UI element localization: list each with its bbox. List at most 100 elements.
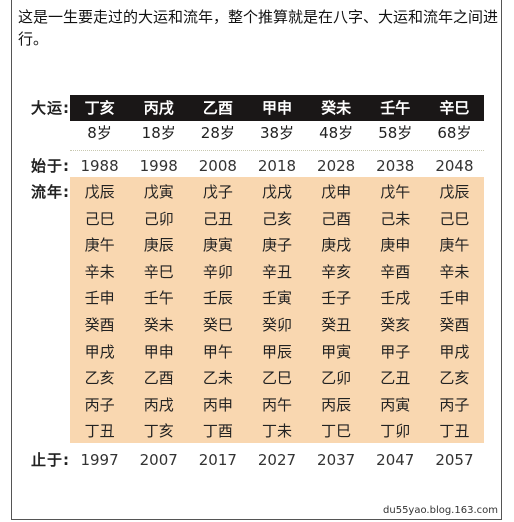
liunian-cell: 己亥 <box>261 209 292 228</box>
dayun-cell: 辛巳 <box>439 99 470 117</box>
liunian-cell: 甲子 <box>380 342 411 361</box>
liunian-cell: 庚午 <box>84 236 115 255</box>
liunian-cell: 丁丑 <box>439 422 470 441</box>
liunian-cell: 癸丑 <box>321 316 352 334</box>
liunian-cell: 乙亥 <box>439 369 470 388</box>
start-year-cell: 2048 <box>435 157 474 175</box>
liunian-row: 丙子 丙戌 丙申 丙午 丙辰 丙寅 丙子 <box>70 392 484 419</box>
liunian-cell: 辛未 <box>84 262 115 281</box>
dayun-cell: 甲申 <box>261 99 292 117</box>
liunian-cell: 丁丑 <box>84 422 115 441</box>
liunian-cell: 甲寅 <box>321 342 352 361</box>
liunian-cell: 壬子 <box>321 289 352 308</box>
liunian-cell: 庚午 <box>439 236 470 255</box>
liunian-row: 癸酉 癸未 癸巳 癸卯 癸丑 癸亥 癸酉 <box>70 312 484 339</box>
start-year-cell: 2028 <box>317 157 356 175</box>
liunian-cell: 辛未 <box>439 262 470 281</box>
liunian-cell: 戊午 <box>380 183 411 201</box>
start-label: 始于: <box>31 157 70 175</box>
liunian-cell: 辛巳 <box>143 262 174 281</box>
liunian-cell: 甲辰 <box>261 342 292 361</box>
liunian-cell: 丙子 <box>84 395 115 414</box>
liunian-cell: 乙丑 <box>380 369 411 388</box>
start-year-cell: 2008 <box>198 157 237 175</box>
content-frame <box>11 0 502 520</box>
liunian-cell: 壬寅 <box>261 289 292 308</box>
liunian-cell: 丁卯 <box>380 422 411 441</box>
start-year-row: 1988 1998 2008 2018 2028 2038 2048 <box>70 155 484 177</box>
liunian-cell: 丙戌 <box>143 395 174 414</box>
liunian-cell: 丁巳 <box>321 422 352 441</box>
start-year-cell: 1988 <box>80 157 119 175</box>
liunian-cell: 庚申 <box>380 236 411 255</box>
dayun-row: 丁亥 丙戌 乙酉 甲申 癸未 壬午 辛巳 <box>70 95 484 121</box>
end-year-row: 1997 2007 2017 2027 2037 2047 2057 <box>70 449 484 471</box>
start-year-cell: 2038 <box>376 157 415 175</box>
liunian-cell: 己卯 <box>143 209 174 228</box>
end-year-cell: 2017 <box>198 451 237 469</box>
liunian-cell: 乙未 <box>202 369 233 388</box>
liunian-cell: 甲戌 <box>439 342 470 361</box>
age-cell: 58岁 <box>378 124 413 142</box>
liunian-row: 庚午 庚辰 庚寅 庚子 庚戌 庚申 庚午 <box>70 232 484 259</box>
liunian-cell: 辛酉 <box>380 262 411 281</box>
liunian-cell: 庚寅 <box>202 236 233 255</box>
end-year-cell: 2047 <box>376 451 415 469</box>
liunian-row: 丁丑 丁亥 丁酉 丁未 丁巳 丁卯 丁丑 <box>70 418 484 445</box>
liunian-cell: 戊寅 <box>143 183 174 201</box>
liunian-cell: 己酉 <box>321 209 352 228</box>
liunian-row: 乙亥 乙酉 乙未 乙巳 乙卯 乙丑 乙亥 <box>70 365 484 392</box>
liunian-cell: 癸酉 <box>84 316 115 334</box>
dayun-bar <box>70 95 484 121</box>
liunian-cell: 乙酉 <box>143 369 174 388</box>
liunian-cell: 丙申 <box>202 395 233 414</box>
liunian-cell: 丁亥 <box>143 422 174 441</box>
age-row: 8岁 18岁 28岁 38岁 48岁 58岁 68岁 <box>70 122 484 144</box>
dayun-label: 大运: <box>31 99 70 117</box>
end-year-cell: 2007 <box>139 451 178 469</box>
liunian-row: 辛未 辛巳 辛卯 辛丑 辛亥 辛酉 辛未 <box>70 259 484 286</box>
liunian-cell: 丁酉 <box>202 422 233 441</box>
dayun-cell: 癸未 <box>321 99 352 117</box>
liunian-cell: 戊申 <box>321 183 352 201</box>
liunian-row: 壬申 壬午 壬辰 壬寅 壬子 壬戌 壬申 <box>70 285 484 312</box>
liunian-cell: 丙午 <box>261 395 292 414</box>
liunian-cell: 癸巳 <box>202 316 233 334</box>
liunian-cell: 己巳 <box>84 209 115 228</box>
divider-dotted <box>70 150 484 151</box>
liunian-cell: 甲申 <box>143 342 174 361</box>
liunian-cell: 丙辰 <box>321 395 352 414</box>
liunian-cell: 壬辰 <box>202 289 233 308</box>
liunian-cell: 庚子 <box>261 236 292 255</box>
intro-text: 这是一生要走过的大运和流年，整个推算就是在八字、大运和流年之间进行。 <box>18 8 499 48</box>
liunian-cell: 庚辰 <box>143 236 174 255</box>
liunian-row: 甲戌 甲申 甲午 甲辰 甲寅 甲子 甲戌 <box>70 339 484 366</box>
age-cell: 68岁 <box>437 124 472 142</box>
liunian-cell: 己丑 <box>202 209 233 228</box>
dayun-cell: 丁亥 <box>84 99 115 117</box>
liunian-cell: 己未 <box>380 209 411 228</box>
liunian-cell: 壬申 <box>84 289 115 308</box>
liunian-cell: 庚戌 <box>321 236 352 255</box>
liunian-cell: 癸亥 <box>380 316 411 334</box>
liunian-cell: 辛亥 <box>321 262 352 281</box>
start-year-cell: 2018 <box>257 157 297 175</box>
end-year-cell: 1997 <box>80 451 119 469</box>
end-year-cell: 2027 <box>257 451 297 469</box>
liunian-cell: 壬午 <box>143 289 174 308</box>
liunian-cell: 乙卯 <box>321 369 352 388</box>
liunian-row: 戊辰 戊寅 戊子 戊戌 戊申 戊午 戊辰 <box>70 179 484 206</box>
liunian-cell: 戊子 <box>202 183 233 201</box>
liunian-cell: 丙子 <box>439 395 470 414</box>
end-label: 止于: <box>31 451 70 469</box>
liunian-cell: 丙寅 <box>380 395 411 414</box>
liunian-cell: 癸未 <box>143 316 174 334</box>
age-cell: 18岁 <box>141 124 176 142</box>
liunian-cell: 辛丑 <box>261 262 292 281</box>
liunian-row: 己巳 己卯 己丑 己亥 己酉 己未 己巳 <box>70 206 484 233</box>
liunian-cell: 戊辰 <box>84 183 115 201</box>
liunian-cell: 壬戌 <box>380 289 411 308</box>
watermark: du55yao.blog.163.com <box>383 505 498 516</box>
age-cell: 48岁 <box>319 124 354 142</box>
liunian-cell: 辛卯 <box>202 262 233 281</box>
